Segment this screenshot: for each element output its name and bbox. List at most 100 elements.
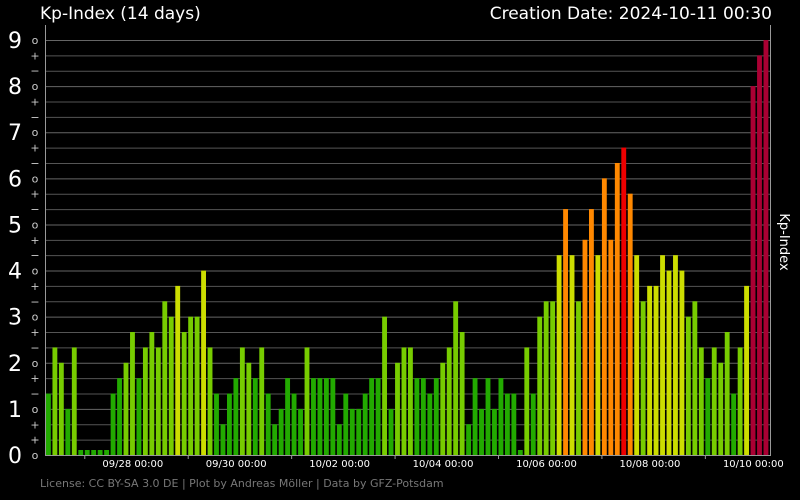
x-tick-label: 10/06 00:00 (516, 459, 577, 470)
y-minor-tick-label: + (30, 142, 39, 155)
y-minor-tick-label: + (30, 434, 39, 447)
kp-bar (524, 347, 530, 455)
kp-bar (660, 255, 665, 455)
kp-bar (395, 362, 400, 455)
kp-bar (576, 301, 581, 455)
kp-bar (653, 285, 659, 455)
chart-title: Kp-Index (14 days) (40, 4, 201, 24)
kp-bar (673, 255, 678, 455)
y-axis-label: Kp-Index (776, 213, 791, 271)
kp-bar (123, 362, 129, 455)
kp-bar (530, 393, 536, 455)
y-minor-tick-label: + (30, 372, 39, 385)
y-minor-tick-label: o (32, 80, 39, 93)
kp-bar (595, 255, 601, 455)
kp-bar (640, 301, 646, 455)
kp-bar (168, 316, 174, 455)
y-minor-tick-label: + (30, 418, 39, 431)
y-minor-tick-label: − (30, 249, 39, 262)
y-minor-tick-label: − (30, 341, 39, 354)
y-minor-tick-label: + (30, 234, 39, 247)
kp-bar (356, 408, 362, 455)
kp-bar (46, 393, 51, 455)
y-minor-tick-label: o (32, 357, 39, 370)
kp-bar (563, 209, 568, 455)
kp-bar (698, 347, 704, 455)
kp-bar (711, 347, 717, 455)
kp-bar (550, 301, 556, 455)
kp-bar (104, 450, 110, 455)
kp-bar (278, 408, 284, 455)
kp-bar (285, 378, 291, 455)
kp-bar (298, 408, 303, 455)
kp-bar (614, 162, 620, 456)
y-minor-tick-label: o (32, 403, 39, 416)
kp-bar (252, 378, 258, 455)
kp-bar (259, 347, 265, 455)
kp-bar (433, 378, 439, 455)
kp-bar (142, 347, 148, 455)
kp-bar (272, 424, 278, 455)
kp-bar (744, 285, 749, 455)
kp-bar (362, 393, 368, 455)
kp-bar (65, 408, 71, 455)
y-minor-tick-label: − (30, 434, 39, 447)
kp-bar (757, 55, 762, 456)
kp-bar (181, 332, 187, 455)
kp-bar (375, 378, 381, 455)
y-minor-tick-label: o (32, 172, 39, 185)
kp-bar (78, 450, 84, 455)
kp-bar (634, 255, 640, 455)
kp-bar (52, 347, 58, 455)
kp-bar (369, 378, 375, 455)
x-axis-ticks: 09/28 00:00 09/30 00:00 10/02 00:00 10/04 0… (84, 455, 784, 470)
kp-bar (543, 301, 549, 455)
kp-bar (556, 255, 562, 455)
kp-bar (750, 86, 756, 456)
kp-bar (479, 408, 484, 455)
y-minor-tick-label: + (30, 95, 39, 108)
kp-bar (440, 362, 446, 455)
kp-bar (453, 301, 459, 455)
kp-bar (162, 301, 168, 455)
y-tick-label: 9 (8, 29, 22, 54)
kp-bar (220, 424, 226, 455)
kp-bar (71, 347, 77, 455)
creation-date: Creation Date: 2024-10-11 00:30 (489, 4, 772, 24)
kp-bar (227, 393, 232, 455)
kp-bar (117, 378, 122, 455)
kp-bar (498, 378, 504, 455)
y-tick-label: 1 (8, 398, 22, 423)
x-tick-label: 09/30 00:00 (206, 459, 267, 470)
y-tick-label: 0 (8, 444, 22, 469)
kp-bar (382, 316, 387, 455)
kp-bar (233, 378, 239, 455)
kp-bar (214, 393, 219, 455)
kp-bar (317, 378, 323, 455)
y-minor-tick-label: − (30, 295, 39, 308)
kp-bar (582, 239, 588, 455)
kp-bar (517, 450, 523, 455)
bar-series (46, 40, 769, 456)
kp-bar (621, 147, 627, 455)
kp-bar (763, 40, 769, 455)
kp-bar (343, 393, 349, 455)
kp-bar (446, 347, 452, 455)
kp-bar (485, 378, 491, 455)
y-minor-tick-label: − (30, 388, 39, 401)
kp-bar (84, 450, 90, 455)
kp-bar (311, 378, 316, 455)
kp-bar (685, 316, 691, 455)
y-minor-tick-label: o (32, 34, 39, 47)
kp-bar (265, 393, 271, 455)
x-tick-label: 10/08 00:00 (620, 459, 681, 470)
y-minor-tick-label: − (30, 65, 39, 78)
y-minor-tick-label: − (30, 157, 39, 170)
kp-bar (679, 270, 685, 455)
kp-bar (692, 301, 698, 455)
kp-bar (388, 408, 394, 455)
y-tick-label: 2 (8, 352, 22, 377)
x-tick-label: 09/28 00:00 (102, 459, 163, 470)
y-tick-label: 5 (8, 213, 22, 238)
